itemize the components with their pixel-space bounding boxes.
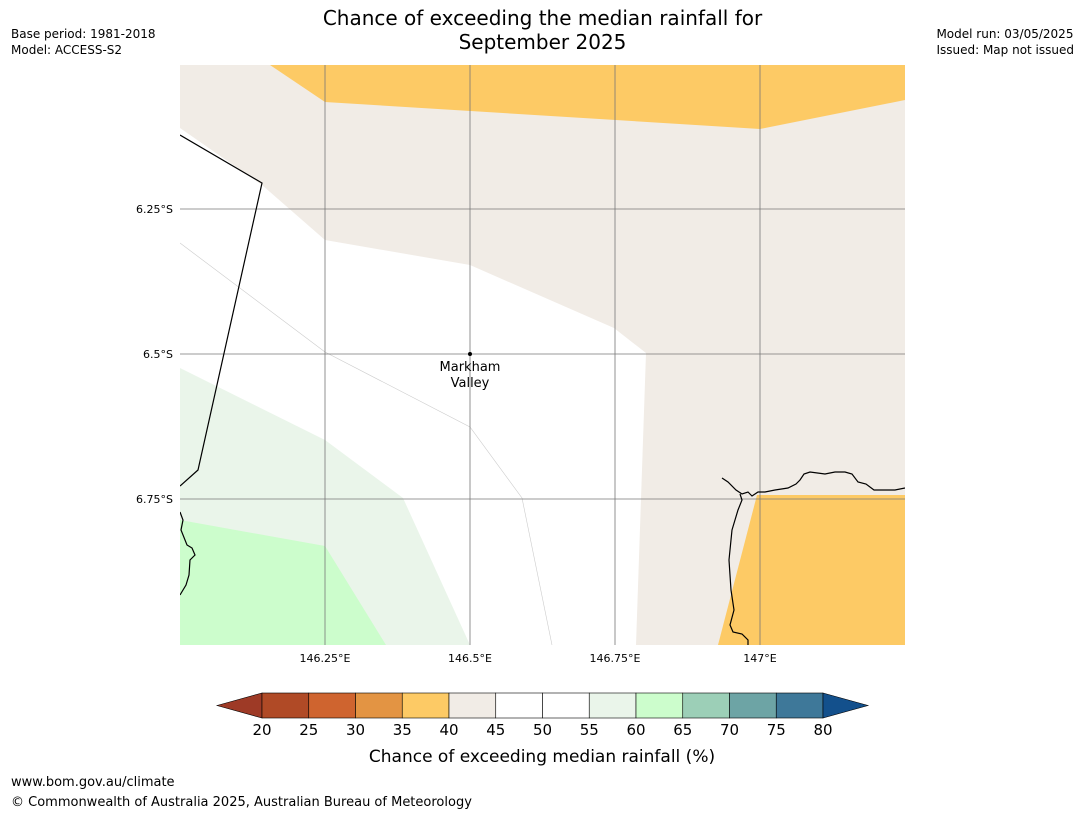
colorbar-tick-label: 70 xyxy=(720,721,739,739)
latitude-labels: 6.25°S 6.5°S 6.75°S xyxy=(136,203,173,506)
colorbar-bin xyxy=(542,692,590,719)
colorbar-bins xyxy=(261,692,824,719)
place-marker xyxy=(468,352,472,356)
coastline xyxy=(180,134,905,645)
base-info: Base period: 1981-2018 Model: ACCESS-S2 xyxy=(11,26,156,58)
colorbar-bin xyxy=(775,692,824,719)
lat-label-6-75: 6.75°S xyxy=(136,493,173,506)
lon-label-146-75: 146.75°E xyxy=(590,652,641,665)
colorbar-bin xyxy=(729,692,777,719)
colorbar-tick-label: 50 xyxy=(533,721,552,739)
lon-label-146-25: 146.25°E xyxy=(300,652,351,665)
lat-label-6-5: 6.5°S xyxy=(143,348,173,361)
colorbar-bin xyxy=(682,692,730,719)
colorbar-tick-label: 30 xyxy=(346,721,365,739)
run-info: Model run: 03/05/2025 Issued: Map not is… xyxy=(936,26,1074,58)
colorbar-tick-label: 20 xyxy=(252,721,271,739)
colorbar-tick-label: 25 xyxy=(299,721,318,739)
colorbar-tick-label: 75 xyxy=(767,721,786,739)
north-coastline xyxy=(721,471,905,497)
lon-label-147: 147°E xyxy=(743,652,776,665)
model-run: Model run: 03/05/2025 xyxy=(936,27,1074,41)
colorbar-bin xyxy=(588,692,637,719)
colorbar-bin xyxy=(308,692,356,719)
colorbar-under-arrow xyxy=(215,692,263,719)
colorbar: 20 25 30 35 40 45 50 55 60 65 70 75 80 Chance of exc… xyxy=(215,692,870,767)
region-35-40-north xyxy=(270,65,905,129)
title-line-1: Chance of exceeding the median rainfall … xyxy=(322,6,763,30)
colorbar-tick-label: 45 xyxy=(486,721,505,739)
east-coastline xyxy=(728,493,749,645)
title-line-2: September 2025 xyxy=(458,30,627,54)
colorbar-over-arrow xyxy=(822,692,870,719)
colorbar-tick-label: 35 xyxy=(393,721,412,739)
colorbar-bin xyxy=(495,692,543,719)
region-35-40-southeast xyxy=(718,495,905,645)
region-60-65 xyxy=(180,520,386,645)
footer-copyright: © Commonwealth of Australia 2025, Austra… xyxy=(11,795,472,810)
lon-label-146-5: 146.5°E xyxy=(448,652,492,665)
colorbar-tick-label: 65 xyxy=(673,721,692,739)
colorbar-tick-label: 80 xyxy=(813,721,832,739)
colorbar-tick-label: 55 xyxy=(580,721,599,739)
region-40-45 xyxy=(180,65,905,645)
colorbar-tick-labels: 20 25 30 35 40 45 50 55 60 65 70 75 80 xyxy=(252,721,832,739)
colorbar-bin xyxy=(261,692,310,719)
colorbar-bin xyxy=(401,692,450,719)
colorbar-bin xyxy=(635,692,684,719)
colorbar-bin xyxy=(355,692,403,719)
longitude-labels: 146.25°E 146.5°E 146.75°E 147°E xyxy=(300,652,777,665)
colorbar-tick-label: 60 xyxy=(626,721,645,739)
colorbar-bin xyxy=(448,692,497,719)
place-label-line-1: Markham xyxy=(440,360,501,375)
base-period: Base period: 1981-2018 xyxy=(11,27,156,41)
footer-url: www.bom.gov.au/climate xyxy=(11,775,175,790)
colorbar-label: Chance of exceeding median rainfall (%) xyxy=(369,747,715,767)
colorbar-tick-label: 40 xyxy=(439,721,458,739)
border-line xyxy=(180,134,263,487)
model-name: Model: ACCESS-S2 xyxy=(11,43,123,57)
map-title: Chance of exceeding the median rainfall … xyxy=(0,6,1085,54)
place-label-line-2: Valley xyxy=(451,376,490,391)
lat-label-6-25: 6.25°S xyxy=(136,203,173,216)
map-area xyxy=(180,65,905,645)
west-coastline xyxy=(180,511,196,596)
issued-status: Issued: Map not issued xyxy=(936,43,1074,57)
